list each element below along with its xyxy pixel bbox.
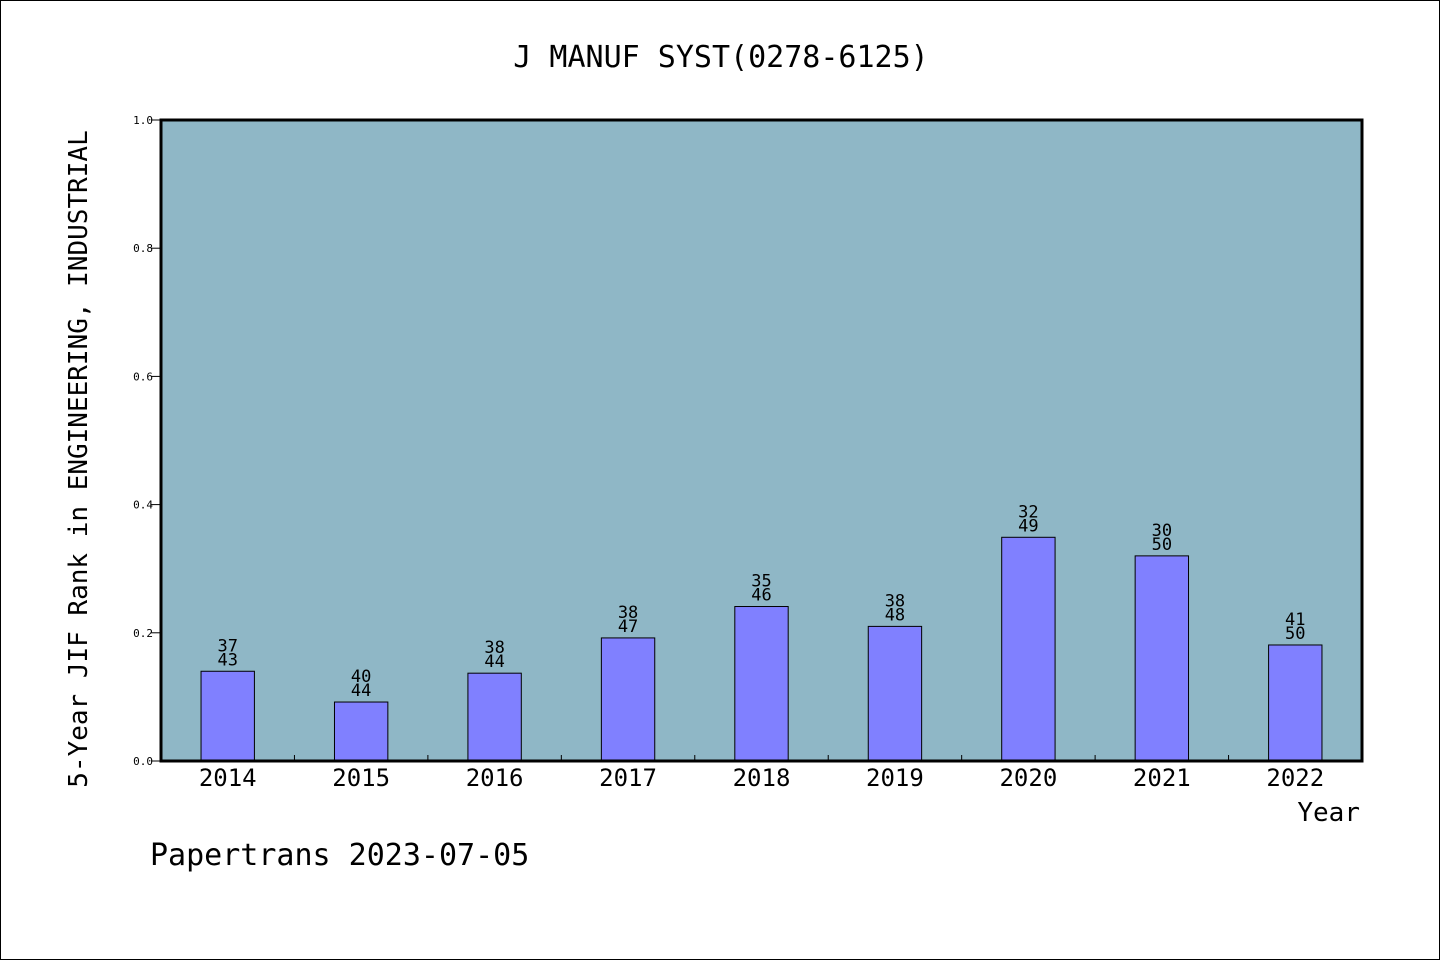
bar-label-bottom: 44 [484, 652, 504, 672]
x-axis-title: Year [1297, 798, 1360, 828]
bar-label-bottom: 50 [1152, 535, 1172, 555]
x-tick-label: 2021 [1133, 764, 1191, 792]
x-tick-label: 2022 [1266, 764, 1324, 792]
y-tick-label: 0.2 [133, 627, 153, 640]
bar-label-bottom: 48 [885, 605, 905, 625]
bar-label-bottom: 50 [1285, 624, 1305, 644]
y-tick-label: 0.6 [133, 370, 153, 383]
y-tick-label: 1.0 [133, 114, 153, 127]
bar-label-bottom: 43 [217, 650, 237, 670]
bar-label-top: 37 [217, 636, 237, 656]
x-tick-label: 2018 [733, 764, 791, 792]
y-axis-title: 5-Year JIF Rank in ENGINEERING, INDUSTRI… [64, 130, 94, 787]
bar-label-bottom: 49 [1018, 516, 1038, 536]
bar-label-top: 38 [484, 638, 504, 658]
y-tick-label: 0.8 [133, 242, 153, 255]
bar-2019 [867, 625, 923, 762]
bar-2020 [1001, 536, 1056, 762]
x-tick-label: 2014 [199, 764, 257, 792]
bar-label-top: 40 [351, 667, 371, 687]
bar-label-top: 32 [1018, 502, 1038, 522]
x-tick-label: 2015 [332, 764, 390, 792]
x-tick-label: 2017 [599, 764, 657, 792]
bar-label-bottom: 44 [351, 681, 371, 701]
x-axis: 2014 2015 2016 2017 2018 2019 2020 2021 2022 [199, 755, 1324, 792]
bar-label-bottom: 47 [618, 617, 638, 637]
bar-2014 [200, 670, 255, 762]
x-tick-label: 2020 [999, 764, 1057, 792]
bar-2021 [1134, 555, 1190, 762]
bar-label-bottom: 46 [751, 586, 771, 606]
bar-label-top: 35 [751, 572, 771, 592]
bars-group [200, 536, 1323, 762]
bar-2016 [467, 672, 522, 762]
bar-label-top: 38 [618, 603, 638, 623]
bar-label-top: 41 [1285, 610, 1305, 630]
bar-2015 [333, 701, 389, 762]
bar-2018 [734, 606, 789, 762]
x-tick-label: 2016 [466, 764, 524, 792]
y-tick-label: 0.4 [133, 499, 153, 512]
y-axis: 0.0 0.2 0.4 0.6 0.8 1.0 [133, 114, 161, 768]
bar-label-top: 38 [885, 591, 905, 611]
x-tick-label: 2019 [866, 764, 924, 792]
y-tick-label: 0.0 [133, 755, 153, 768]
footer-text: Papertrans 2023-07-05 [150, 838, 529, 873]
chart-title: J MANUF SYST(0278-6125) [513, 40, 928, 75]
bar-2022 [1268, 644, 1323, 762]
bar-label-top: 30 [1152, 521, 1172, 541]
plot-border [159, 118, 1364, 763]
bar-2017 [600, 637, 656, 762]
